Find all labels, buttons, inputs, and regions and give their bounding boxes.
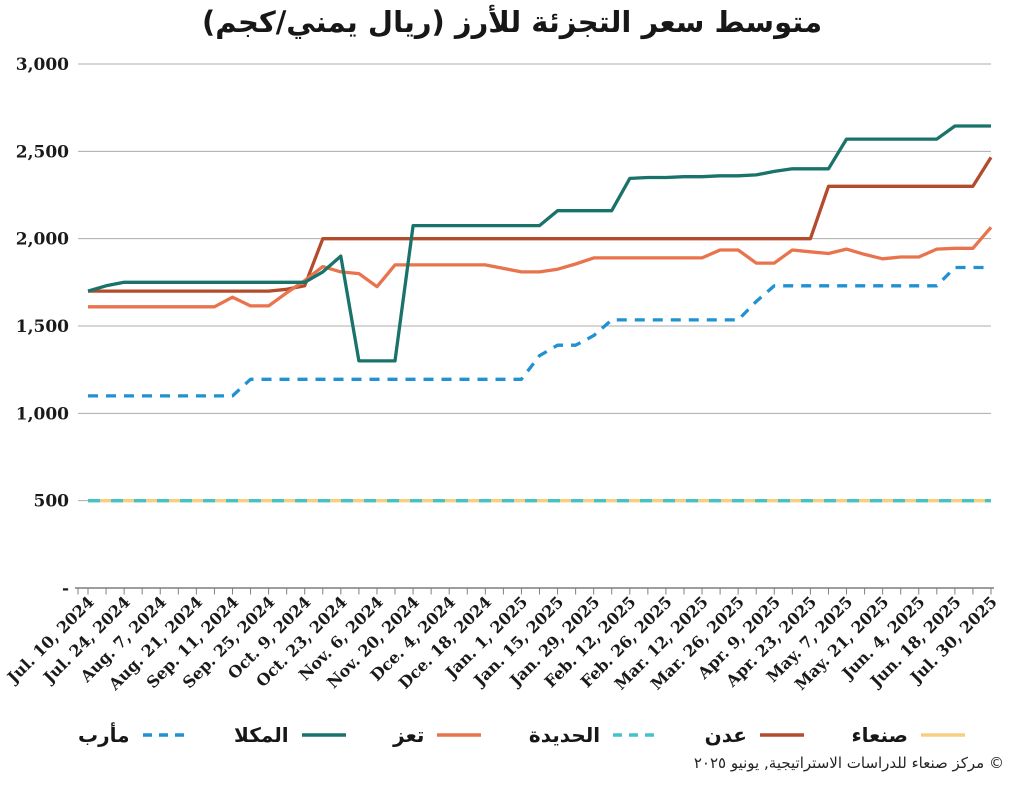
copyright: © مركز صنعاء للدراسات الاستراتيجية, يوني… xyxy=(693,754,1004,772)
legend-item-hodeidah: الحديدة xyxy=(529,723,658,747)
legend-item-taiz: تعز xyxy=(393,723,482,747)
legend-label-taiz: تعز xyxy=(393,723,425,747)
legend-item-mukalla: المكلا xyxy=(234,723,347,747)
chart-title: متوسط سعر التجزئة للأرز (ريال يمني/كجم) xyxy=(201,5,823,39)
legend-swatch-taiz xyxy=(437,733,482,737)
series-line-taiz xyxy=(88,226,993,309)
chart-legend: مأرب المكلا تعز الحديدة عدن صنعاء xyxy=(78,723,966,747)
y-axis-label: 1,000 xyxy=(16,404,69,424)
y-axis-label: 3,000 xyxy=(16,55,69,75)
legend-label-hodeidah: الحديدة xyxy=(528,723,601,747)
legend-item-aden: عدن xyxy=(705,723,805,747)
legend-label-aden: عدن xyxy=(704,723,747,747)
legend-swatch-mukalla xyxy=(301,733,346,737)
legend-swatch-sanaa xyxy=(920,733,965,737)
series-line-aden xyxy=(88,156,993,293)
y-axis-label: 2,000 xyxy=(16,230,69,250)
y-axis-label: 500 xyxy=(34,492,70,512)
legend-label-sanaa: صنعاء xyxy=(851,723,908,747)
series-line-mukalla xyxy=(87,124,991,363)
legend-item-marib: مأرب xyxy=(78,723,188,747)
y-axis-label: 2,500 xyxy=(16,142,69,162)
legend-swatch-marib xyxy=(142,733,187,737)
legend-label-mukalla: المكلا xyxy=(234,723,289,747)
line-chart: -500 1,000 1,500 2,000 2,500 3,000 Jul. 10, 20… xyxy=(2,55,1001,694)
legend-swatch-aden xyxy=(759,733,804,737)
y-axis-label: - xyxy=(62,579,69,599)
series-line-marib xyxy=(88,265,991,398)
legend-item-sanaa: صنعاء xyxy=(851,723,966,747)
y-axis-label: 1,500 xyxy=(16,317,69,337)
legend-swatch-hodeidah xyxy=(613,733,658,737)
legend-label-marib: مأرب xyxy=(78,723,130,747)
